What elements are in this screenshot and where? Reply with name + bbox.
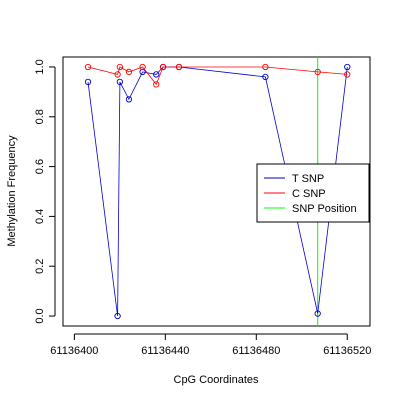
y-tick-label: 0.8 (34, 109, 46, 124)
legend-label: C SNP (292, 188, 326, 200)
data-point-t-snp (116, 78, 124, 86)
series-layer (84, 63, 351, 320)
legend-label: SNP Position (292, 203, 357, 215)
data-point-c-snp (116, 63, 124, 71)
x-axis: 61136400 61136440 61136480 61136520 (50, 333, 371, 357)
data-point-c-snp (125, 68, 133, 76)
series-line-t-snp (87, 66, 348, 317)
data-point-t-snp (153, 71, 160, 78)
y-tick-label: 0.0 (34, 308, 46, 323)
data-point-c-snp (314, 68, 321, 76)
data-point-c-snp (84, 63, 92, 71)
legend-label: T SNP (292, 173, 324, 185)
x-axis-label: CpG Coordinates (174, 374, 259, 386)
x-tick-label: 61136440 (141, 345, 189, 357)
x-tick-label: 61136520 (323, 345, 371, 357)
y-axis: 0.0 0.2 0.4 0.6 0.8 1.0 (34, 59, 56, 324)
y-tick-label: 0.2 (34, 259, 46, 274)
x-tick-label: 61136480 (232, 345, 280, 357)
legend: T SNP C SNP SNP Position (256, 163, 370, 223)
data-point-c-snp (159, 63, 167, 71)
data-point-c-snp (139, 63, 146, 71)
y-tick-label: 0.6 (34, 159, 46, 174)
y-axis-label: Methylation Frequency (6, 135, 18, 247)
y-tick-label: 1.0 (34, 59, 46, 74)
data-point-c-snp (175, 63, 183, 71)
data-point-t-snp (262, 73, 269, 81)
data-point-t-snp (114, 312, 121, 320)
data-point-c-snp (262, 63, 269, 71)
data-point-t-snp (314, 310, 321, 317)
data-point-c-snp (153, 81, 160, 88)
data-point-t-snp (344, 63, 351, 71)
data-point-t-snp (125, 96, 133, 103)
x-tick-label: 61136400 (50, 345, 98, 357)
y-tick-label: 0.4 (34, 209, 46, 224)
data-point-c-snp (114, 71, 121, 78)
plot-frame (62, 56, 371, 327)
data-point-c-snp (344, 71, 351, 78)
data-point-t-snp (84, 78, 92, 86)
